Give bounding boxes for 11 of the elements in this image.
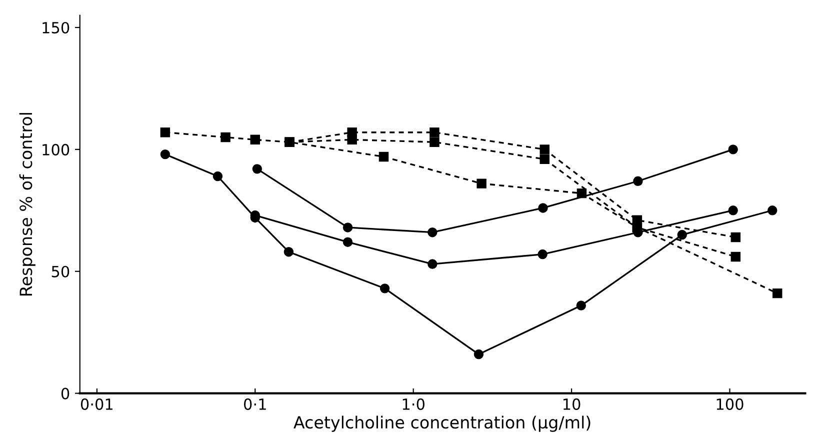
- y-tick-label: 0: [61, 388, 70, 400]
- x-tick-label: 0·1: [244, 398, 266, 410]
- x-tick-label: 10: [563, 398, 580, 410]
- y-axis-title: Response % of control: [19, 113, 36, 296]
- y-tick-label: 150: [42, 22, 70, 34]
- y-tick-label: 50: [52, 266, 70, 278]
- x-tick-label: 100: [716, 398, 744, 410]
- x-tick-label: 0·01: [80, 398, 113, 410]
- y-tick-label: 100: [42, 144, 70, 156]
- x-tick-label: 1·0: [402, 398, 424, 410]
- x-axis-title: Acetylcholine concentration (μg/ml): [294, 416, 590, 432]
